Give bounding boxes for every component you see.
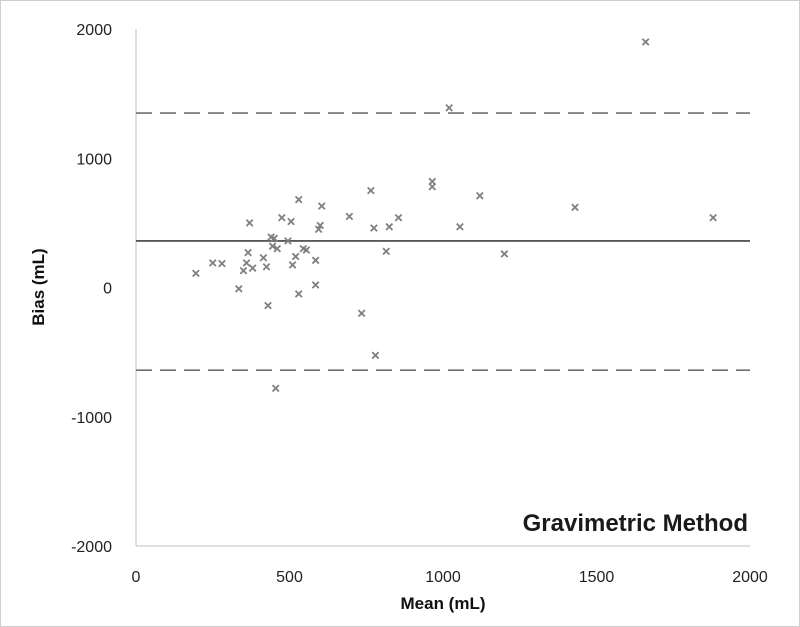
- y-tick-label: 2000: [76, 22, 112, 39]
- data-point: [357, 309, 366, 318]
- data-point: [277, 213, 286, 222]
- data-point: [370, 224, 378, 232]
- data-point: [235, 284, 243, 293]
- x-tick-label: 0: [132, 569, 141, 586]
- data-point: [311, 256, 320, 265]
- data-point: [367, 186, 375, 195]
- reference-lines: [136, 112, 750, 372]
- y-tick-label: -2000: [71, 539, 112, 556]
- data-point: [709, 213, 717, 222]
- x-tick-label: 1500: [579, 569, 615, 586]
- data-point: [394, 213, 403, 222]
- data-point: [476, 191, 484, 200]
- data-point: [294, 195, 303, 204]
- data-point: [382, 247, 391, 256]
- data-point: [311, 281, 320, 289]
- data-point: [270, 234, 278, 243]
- data-point: [248, 264, 257, 272]
- data-point: [345, 212, 354, 221]
- data-point: [262, 262, 271, 271]
- data-point: [302, 246, 311, 254]
- x-tick-labels: 0 500 1000 1500 2000: [132, 569, 768, 586]
- x-tick-label: 2000: [732, 569, 768, 586]
- data-point: [244, 248, 252, 257]
- x-axis-title: Mean (mL): [401, 594, 486, 613]
- data-point: [428, 177, 437, 186]
- x-tick-label: 500: [276, 569, 303, 586]
- data-point: [500, 250, 509, 258]
- data-point: [192, 269, 200, 278]
- data-point: [445, 104, 453, 112]
- data-point: [271, 384, 280, 393]
- data-point: [371, 351, 380, 360]
- x-tick-label: 1000: [425, 569, 461, 586]
- data-point: [284, 237, 292, 245]
- data-point: [291, 252, 300, 261]
- data-point: [288, 261, 297, 269]
- data-point: [264, 301, 272, 310]
- y-axis-title: Bias (mL): [29, 248, 48, 325]
- data-point: [385, 222, 394, 231]
- data-point: [259, 253, 268, 262]
- data-point: [571, 203, 579, 212]
- data-point: [208, 259, 217, 267]
- data-point: [316, 221, 325, 230]
- data-point: [245, 219, 254, 227]
- data-point: [273, 244, 282, 253]
- data-point: [456, 222, 464, 231]
- y-tick-labels: 2000 1000 0 -1000 -2000: [71, 22, 112, 556]
- data-point: [218, 259, 226, 268]
- y-tick-label: 1000: [76, 151, 112, 168]
- data-point: [294, 290, 303, 298]
- data-point: [287, 217, 295, 226]
- data-points: [192, 38, 717, 393]
- method-annotation: Gravimetric Method: [523, 510, 748, 537]
- data-point: [239, 266, 248, 275]
- y-tick-label: -1000: [71, 410, 112, 427]
- data-point: [317, 202, 326, 210]
- data-point: [641, 38, 650, 46]
- data-point: [268, 242, 277, 250]
- y-tick-label: 0: [103, 281, 112, 298]
- data-point: [242, 259, 251, 267]
